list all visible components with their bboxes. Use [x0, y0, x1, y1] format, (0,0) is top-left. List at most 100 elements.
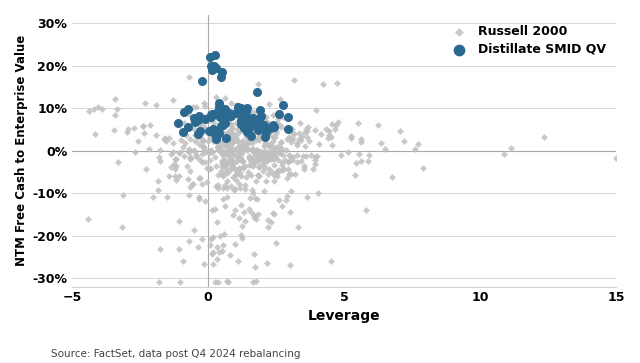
Russell 2000: [254, 134, 264, 140]
Russell 2000: [240, 218, 250, 224]
Russell 2000: [282, 175, 292, 181]
Russell 2000: [173, 174, 184, 179]
Russell 2000: [219, 143, 229, 149]
Distillate SMID QV: [209, 111, 219, 117]
Russell 2000: [234, 216, 244, 221]
Russell 2000: [209, 280, 220, 285]
Russell 2000: [212, 185, 223, 191]
Russell 2000: [221, 161, 231, 167]
Russell 2000: [211, 94, 221, 99]
Russell 2000: [225, 136, 235, 142]
Russell 2000: [202, 148, 212, 154]
Russell 2000: [179, 153, 189, 159]
Russell 2000: [276, 162, 287, 168]
Russell 2000: [223, 168, 234, 174]
Distillate SMID QV: [236, 117, 246, 123]
Distillate SMID QV: [282, 114, 292, 120]
Russell 2000: [228, 137, 239, 143]
Distillate SMID QV: [255, 107, 266, 113]
Russell 2000: [160, 135, 170, 141]
Russell 2000: [330, 122, 340, 128]
Russell 2000: [221, 150, 232, 155]
Russell 2000: [213, 182, 223, 188]
Russell 2000: [248, 136, 258, 142]
Russell 2000: [262, 153, 273, 159]
Russell 2000: [164, 173, 174, 179]
Russell 2000: [262, 157, 272, 163]
Russell 2000: [232, 151, 242, 156]
Russell 2000: [236, 232, 246, 238]
Russell 2000: [233, 148, 243, 154]
Russell 2000: [227, 139, 237, 145]
Russell 2000: [229, 186, 239, 192]
Russell 2000: [242, 127, 252, 132]
Russell 2000: [234, 165, 244, 171]
Distillate SMID QV: [193, 117, 203, 123]
Russell 2000: [327, 121, 337, 127]
Russell 2000: [288, 130, 298, 136]
Russell 2000: [237, 107, 247, 113]
Russell 2000: [287, 158, 297, 163]
Russell 2000: [228, 153, 239, 159]
Russell 2000: [399, 138, 409, 144]
Distillate SMID QV: [173, 120, 183, 126]
Russell 2000: [294, 130, 304, 135]
Russell 2000: [180, 140, 190, 146]
Russell 2000: [170, 166, 180, 172]
Russell 2000: [260, 157, 271, 163]
Russell 2000: [290, 171, 300, 177]
Russell 2000: [289, 131, 299, 136]
Russell 2000: [173, 218, 184, 224]
Russell 2000: [226, 121, 236, 127]
Russell 2000: [284, 134, 294, 140]
Russell 2000: [243, 140, 253, 146]
Distillate SMID QV: [223, 110, 234, 115]
Russell 2000: [239, 139, 250, 145]
Russell 2000: [364, 152, 374, 158]
Russell 2000: [275, 122, 285, 128]
Russell 2000: [207, 149, 217, 155]
Russell 2000: [191, 104, 202, 110]
Russell 2000: [255, 153, 265, 159]
Russell 2000: [186, 155, 196, 161]
Russell 2000: [168, 97, 179, 103]
Russell 2000: [277, 167, 287, 173]
Russell 2000: [260, 140, 270, 146]
Russell 2000: [253, 152, 264, 158]
Russell 2000: [298, 153, 308, 159]
Russell 2000: [346, 135, 356, 141]
Russell 2000: [227, 123, 237, 129]
Russell 2000: [237, 158, 248, 164]
Russell 2000: [373, 122, 383, 128]
Russell 2000: [144, 146, 154, 152]
Russell 2000: [209, 130, 219, 136]
Russell 2000: [224, 147, 234, 153]
Russell 2000: [184, 74, 195, 80]
Text: Source: FactSet, data post Q4 2024 rebalancing: Source: FactSet, data post Q4 2024 rebal…: [51, 349, 301, 359]
Russell 2000: [184, 150, 195, 155]
Russell 2000: [268, 163, 278, 168]
Russell 2000: [197, 151, 207, 157]
Russell 2000: [418, 165, 428, 171]
Russell 2000: [228, 187, 239, 193]
Russell 2000: [246, 157, 256, 163]
Russell 2000: [257, 118, 268, 123]
Russell 2000: [248, 135, 259, 140]
Distillate SMID QV: [218, 116, 228, 122]
Russell 2000: [263, 130, 273, 136]
Russell 2000: [252, 119, 262, 125]
Distillate SMID QV: [248, 118, 259, 124]
Distillate SMID QV: [204, 128, 214, 134]
Russell 2000: [302, 195, 312, 200]
Russell 2000: [211, 127, 221, 133]
Distillate SMID QV: [211, 110, 221, 116]
Russell 2000: [301, 153, 312, 159]
Russell 2000: [232, 171, 242, 177]
Russell 2000: [211, 219, 221, 225]
Russell 2000: [303, 124, 314, 130]
Russell 2000: [261, 114, 271, 120]
Russell 2000: [237, 223, 247, 229]
Russell 2000: [246, 172, 256, 178]
Russell 2000: [195, 123, 205, 129]
Distillate SMID QV: [190, 117, 200, 123]
